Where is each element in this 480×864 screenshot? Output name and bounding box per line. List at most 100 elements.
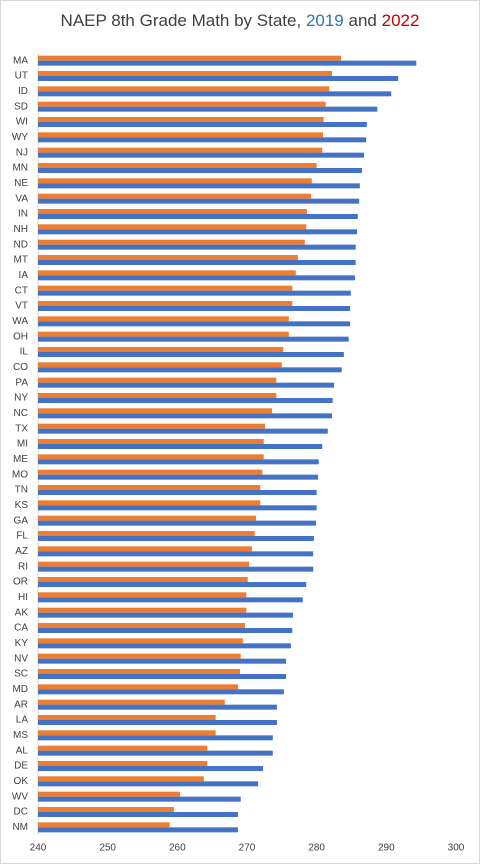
bar — [38, 776, 204, 782]
bar — [38, 193, 312, 199]
y-tick-label: MA — [13, 55, 28, 66]
bar — [38, 244, 356, 250]
bar — [38, 822, 170, 828]
bar — [38, 132, 323, 138]
y-tick-label: IL — [20, 347, 29, 358]
bar — [38, 827, 238, 833]
y-tick-label: AZ — [15, 546, 28, 557]
bar — [38, 239, 305, 245]
bar — [38, 101, 326, 107]
x-tick-label: 300 — [448, 843, 465, 854]
bar — [38, 536, 314, 541]
y-tick-label: ME — [13, 454, 28, 465]
y-tick-label: WY — [12, 132, 28, 143]
title-joiner: and — [349, 11, 377, 30]
bar — [38, 459, 319, 465]
bar — [38, 674, 287, 679]
bar — [38, 469, 263, 475]
bar — [38, 812, 238, 817]
bar — [38, 163, 317, 168]
bar — [38, 55, 342, 61]
bar — [38, 198, 360, 204]
x-tick-label: 250 — [99, 843, 116, 854]
x-tick-label: 280 — [308, 843, 325, 854]
y-tick-label: CT — [15, 285, 28, 296]
bar — [38, 720, 277, 725]
bar — [38, 76, 399, 81]
bar — [38, 669, 241, 674]
y-tick-label: PA — [15, 377, 28, 388]
y-tick-label: TX — [15, 423, 28, 434]
bar — [38, 168, 362, 173]
y-tick-label: SC — [14, 669, 28, 680]
bar — [38, 520, 316, 526]
bar — [38, 183, 360, 189]
y-tick-label: OK — [14, 776, 29, 787]
bar — [38, 474, 319, 480]
y-tick-label: GA — [14, 515, 29, 526]
bar — [38, 750, 273, 756]
y-tick-label: NE — [14, 178, 28, 189]
y-tick-label: DC — [14, 807, 28, 818]
bar — [38, 551, 314, 557]
bar — [38, 275, 355, 281]
bar — [38, 745, 208, 751]
bar — [38, 791, 181, 797]
bar — [38, 377, 277, 383]
bar — [38, 413, 332, 419]
bar — [38, 290, 351, 296]
bar — [38, 71, 332, 76]
bar — [38, 638, 243, 644]
y-tick-label: TN — [15, 485, 28, 496]
bar — [38, 214, 358, 219]
title-main: NAEP 8th Grade Math by State, — [61, 11, 302, 30]
y-tick-label: ND — [14, 239, 28, 250]
y-tick-label: MO — [12, 469, 28, 480]
y-tick-label: NV — [14, 653, 28, 664]
y-tick-label: OH — [13, 331, 28, 342]
bar — [38, 612, 293, 618]
bar — [38, 766, 264, 771]
y-tick-label: LA — [16, 715, 29, 726]
y-tick-label: MI — [17, 439, 28, 450]
y-tick-label: CO — [13, 362, 28, 373]
bar — [38, 178, 312, 184]
y-tick-label: RI — [18, 561, 28, 572]
bar — [38, 209, 307, 214]
bar — [38, 577, 248, 582]
y-tick-label: OR — [13, 577, 28, 588]
bar — [38, 352, 344, 357]
bar — [38, 658, 287, 664]
bar — [38, 653, 241, 659]
y-tick-label: WI — [16, 117, 28, 128]
bar — [38, 582, 307, 587]
bar — [38, 490, 317, 495]
y-tick-label: IN — [18, 209, 28, 220]
bar — [38, 316, 289, 322]
bar — [38, 597, 303, 603]
bar — [38, 454, 264, 460]
x-tick-label: 270 — [239, 843, 256, 854]
y-tick-label: KS — [15, 500, 29, 511]
y-tick-label: NY — [14, 393, 28, 404]
y-tick-label: IA — [19, 270, 29, 281]
y-tick-label: NJ — [16, 147, 28, 158]
bar — [38, 500, 261, 506]
bar — [38, 398, 333, 403]
y-tick-label: MD — [12, 684, 28, 695]
y-tick-label: WV — [12, 791, 28, 802]
bar — [38, 137, 367, 143]
bar — [38, 505, 317, 511]
bar — [38, 485, 261, 490]
y-tick-label: MT — [14, 255, 28, 266]
x-tick-label: 240 — [30, 843, 47, 854]
bar — [38, 229, 358, 235]
bar — [38, 301, 293, 306]
bar — [38, 428, 328, 434]
y-tick-label: VA — [15, 193, 28, 204]
y-tick-label: SD — [14, 101, 28, 112]
bar — [38, 260, 356, 265]
bar — [38, 623, 245, 628]
bar — [38, 347, 284, 352]
